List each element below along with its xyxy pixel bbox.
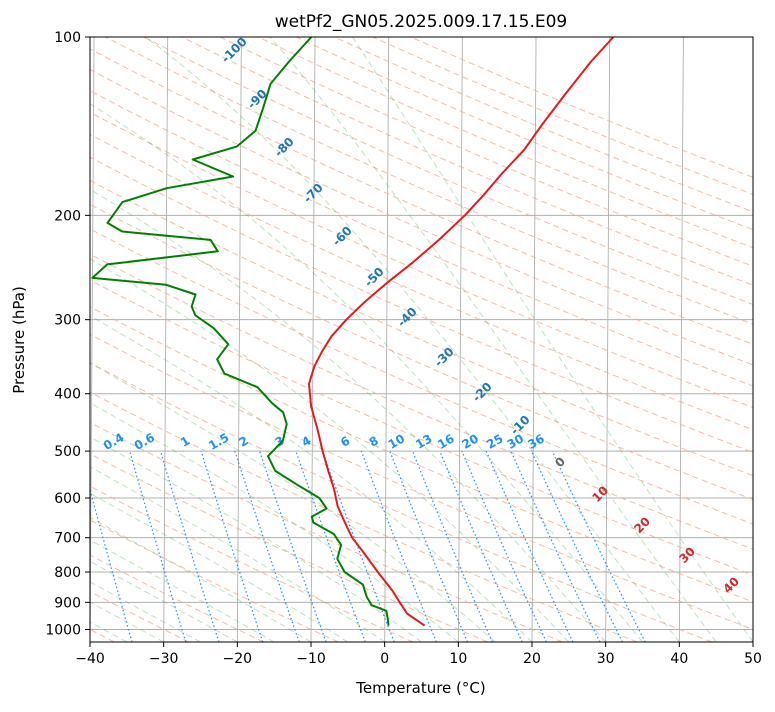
y-tick-label: 900 (54, 595, 81, 611)
x-tick-label: −20 (223, 651, 253, 667)
chart-title: wetPf2_GN05.2025.009.17.15.E09 (275, 12, 567, 32)
y-tick-label: 200 (54, 208, 81, 224)
y-tick-label: 300 (54, 313, 81, 329)
x-tick-label: 20 (523, 651, 541, 667)
y-tick-label: 100 (54, 30, 81, 46)
y-tick-label: 1000 (45, 622, 81, 638)
x-tick-label: −10 (296, 651, 326, 667)
x-tick-label: −30 (149, 651, 179, 667)
y-tick-label: 500 (54, 444, 81, 460)
y-tick-label: 700 (54, 531, 81, 547)
y-axis-label: Pressure (hPa) (10, 286, 28, 394)
x-tick-label: −40 (75, 651, 105, 667)
x-tick-label: 30 (597, 651, 615, 667)
x-axis-label: Temperature (°C) (355, 679, 485, 697)
x-tick-label: 10 (449, 651, 467, 667)
x-tick-label: 40 (670, 651, 688, 667)
y-tick-label: 400 (54, 387, 81, 403)
y-tick-label: 800 (54, 565, 81, 581)
y-tick-label: 600 (54, 491, 81, 507)
x-tick-label: 50 (744, 651, 762, 667)
x-tick-label: 0 (380, 651, 389, 667)
